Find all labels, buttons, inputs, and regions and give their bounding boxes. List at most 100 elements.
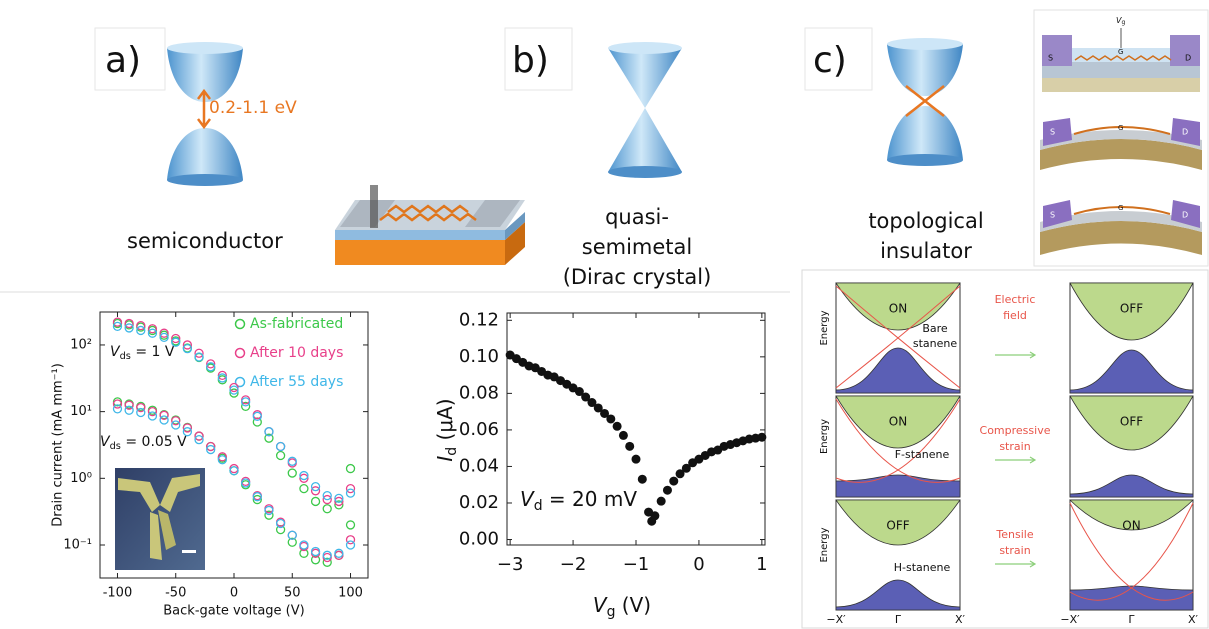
panel-label: b) xyxy=(512,40,549,81)
panel-label: c) xyxy=(813,40,847,81)
panel-caption: (Dirac crystal) xyxy=(563,265,712,289)
conduction-cone xyxy=(887,44,963,96)
x-tick-label: 0 xyxy=(230,586,238,601)
panel-caption: semimetal xyxy=(582,235,692,259)
x-axis-label: Vg (V) xyxy=(593,593,651,621)
stimulus-label: Compressive xyxy=(980,424,1051,437)
material-label: F-stanene xyxy=(895,448,950,461)
data-point xyxy=(347,541,355,549)
annotation-subscript: d xyxy=(534,498,543,514)
data-point xyxy=(613,422,622,431)
panel-caption: insulator xyxy=(880,239,972,263)
device-label: S xyxy=(1050,211,1055,220)
stimulus-arrow xyxy=(995,561,1035,567)
state-label: ON xyxy=(889,415,907,429)
cone-bottom xyxy=(167,174,243,186)
y-tick-label: 10¹ xyxy=(70,404,92,419)
annotation: Vds = 0.05 V xyxy=(100,434,187,452)
data-point xyxy=(638,475,647,484)
device-label-part: g xyxy=(1121,19,1125,26)
y-axis-label: Id (μA) xyxy=(433,398,461,461)
data-point xyxy=(619,431,628,440)
data-point xyxy=(669,477,678,486)
device-label: D xyxy=(1182,128,1188,137)
k-label: Γ xyxy=(1128,613,1135,626)
x-axis-label-text: (V) xyxy=(615,593,651,617)
data-point xyxy=(757,433,766,442)
device-label: G xyxy=(1118,48,1123,56)
x-tick-label: −3 xyxy=(497,554,524,575)
y-tick-label: 10² xyxy=(70,337,92,352)
data-point xyxy=(650,511,659,520)
y-axis-label: Drain current (mA mm⁻¹) xyxy=(51,363,66,527)
k-label: −X′ xyxy=(826,613,846,626)
dirac-cone-upper xyxy=(608,48,682,108)
y-tick-label: 0.10 xyxy=(459,346,499,367)
charts: -100 -50 0 50 100 10⁻¹ 10⁰ 10¹ 10² Back-gate volt… xyxy=(51,309,768,620)
stimulus-label: Electric xyxy=(995,293,1036,306)
device-label: G xyxy=(1118,124,1123,132)
data-point xyxy=(347,465,355,473)
annotation-subscript: ds xyxy=(120,351,131,362)
stimulus-label: Tensile xyxy=(995,528,1033,541)
annotation-text: = 20 mV xyxy=(543,487,638,511)
gap-label: 0.2-1.1 eV xyxy=(209,98,297,118)
data-point xyxy=(606,414,615,423)
device-label: S xyxy=(1050,128,1055,137)
device-illustration xyxy=(335,185,525,265)
cone-bottom xyxy=(608,166,682,178)
data-point xyxy=(323,505,331,513)
stimulus-arrow xyxy=(995,457,1035,463)
x-tick-label: -50 xyxy=(165,586,186,601)
valence-cone xyxy=(167,128,243,180)
stimulus-arrow xyxy=(995,352,1035,358)
state-label: ON xyxy=(1122,519,1140,533)
stimulus-label: field xyxy=(1003,309,1027,322)
state-label: OFF xyxy=(1120,415,1143,429)
data-point xyxy=(657,497,666,506)
k-label: Γ xyxy=(895,613,902,626)
y-tick-label: 10⁻¹ xyxy=(63,538,92,553)
device-label: D xyxy=(1182,211,1188,220)
material-label: H-stanene xyxy=(894,561,951,574)
state-label: ON xyxy=(889,302,907,316)
band-diagrams: ONOFFEnergyBarestaneneElectricfieldONOFF… xyxy=(819,283,1199,626)
data-point xyxy=(312,497,320,505)
energy-label: Energy xyxy=(819,310,830,345)
data-point xyxy=(625,442,634,451)
cone-bottom xyxy=(887,154,963,166)
k-label: X′ xyxy=(1188,613,1199,626)
x-tick-label: 100 xyxy=(338,586,363,601)
x-tick-label: 50 xyxy=(284,586,301,601)
annotation: Vds = 1 V xyxy=(110,344,175,362)
state-label: OFF xyxy=(886,519,909,533)
chart: −3−2−1010.000.020.040.060.080.100.12Vg (… xyxy=(433,309,768,620)
panel-caption: semiconductor xyxy=(127,229,283,253)
figure: a) 0.2-1.1 eV semiconductor b) quasi- se… xyxy=(0,0,1209,629)
dirac-cone-lower xyxy=(608,108,682,172)
data-point xyxy=(277,451,285,459)
y-tick-label: 0.02 xyxy=(459,492,499,513)
annotation: Vd = 20 mV xyxy=(520,487,637,515)
energy-label: Energy xyxy=(819,527,830,562)
device-label: S xyxy=(1048,54,1053,63)
legend-marker xyxy=(236,349,245,358)
cone-top xyxy=(608,42,682,54)
annotation-text: = 0.05 V xyxy=(121,434,187,450)
x-axis-label-subscript: g xyxy=(607,604,616,620)
x-tick-label: -100 xyxy=(103,586,133,601)
valence-band xyxy=(1070,586,1193,610)
x-tick-label: −1 xyxy=(623,554,650,575)
y-tick-label: 0.04 xyxy=(459,455,499,476)
panel-caption: topological xyxy=(868,209,983,233)
y-axis-label-text: (μA) xyxy=(433,398,457,446)
annotation-text: = 1 V xyxy=(131,344,175,360)
k-label: X′ xyxy=(955,613,966,626)
y-tick-label: 0.12 xyxy=(459,309,499,330)
y-tick-label: 10⁰ xyxy=(70,471,92,486)
legend-label: As-fabricated xyxy=(250,316,343,332)
x-axis-label: Back-gate voltage (V) xyxy=(163,604,304,619)
data-point xyxy=(663,486,672,495)
state-label: OFF xyxy=(1120,302,1143,316)
material-label: stanene xyxy=(913,337,957,350)
